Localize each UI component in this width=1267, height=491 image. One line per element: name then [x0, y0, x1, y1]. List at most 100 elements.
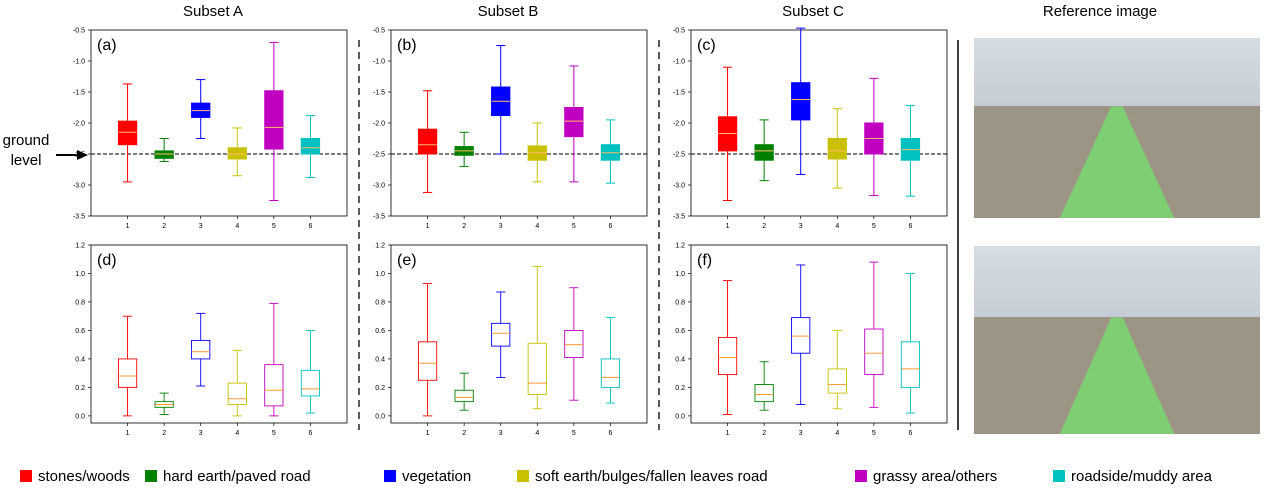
box-body	[754, 144, 774, 161]
x-tick-label: 1	[726, 223, 730, 230]
box-1	[117, 315, 138, 417]
box-5	[564, 65, 584, 183]
box-body	[564, 329, 584, 358]
x-tick-label: 3	[799, 223, 803, 230]
x-tick-label: 6	[908, 223, 912, 230]
y-tick-label: -2.0	[673, 121, 685, 128]
y-tick-label: -0.5	[673, 28, 685, 35]
y-tick-label: 0.4	[75, 356, 85, 363]
y-tick-label: 1.2	[375, 243, 385, 250]
panel-label: (b)	[397, 37, 417, 54]
plot-frame	[690, 244, 948, 424]
x-tick-label: 5	[872, 430, 876, 437]
box-body	[417, 128, 438, 155]
box-body	[227, 147, 247, 160]
y-tick-label: -3.5	[373, 214, 385, 221]
y-tick-label: 0.6	[675, 328, 685, 335]
legend-label: vegetation	[402, 468, 471, 485]
box-5	[264, 302, 284, 417]
legend-swatch	[517, 470, 529, 482]
box-body	[191, 339, 211, 360]
y-tick-label: 0.8	[375, 299, 385, 306]
y-tick-label: 1.0	[75, 271, 85, 278]
y-tick-label: 1.2	[75, 243, 85, 250]
x-tick-label: 5	[572, 430, 576, 437]
box-6	[300, 329, 321, 414]
x-tick-label: 4	[535, 430, 539, 437]
box-3	[491, 291, 511, 378]
box-body	[717, 337, 738, 376]
box-4	[227, 349, 247, 417]
box-3	[191, 312, 211, 387]
x-tick-label: 6	[608, 430, 612, 437]
box-plot-panels: -3.5-3.0-2.5-2.0-1.5-1.0-0.51 2 3 4 5 6(a)-3.…	[73, 28, 948, 437]
y-tick-label: -1.5	[673, 90, 685, 97]
x-tick-label: 4	[535, 223, 539, 230]
y-tick-label: 1.0	[375, 271, 385, 278]
x-tick-label: 4	[235, 223, 239, 230]
box-3	[791, 264, 811, 405]
ground-level-label-line1: ground	[3, 132, 50, 149]
y-tick-label: -2.5	[673, 152, 685, 159]
box-5	[864, 261, 884, 408]
panel-e: 0.0 0.2 0.4 0.6 0.8 1.0 1.2 1 2 3 4 5 6 (e)	[375, 243, 648, 437]
y-tick-label: -0.5	[373, 28, 385, 35]
x-tick-label: 5	[272, 223, 276, 230]
ground-level-label-line2: level	[11, 152, 42, 169]
x-tick-label: 3	[799, 430, 803, 437]
legend-label: soft earth/bulges/fallen leaves road	[535, 468, 768, 485]
x-tick-label: 4	[235, 430, 239, 437]
x-tick-label: 5	[872, 223, 876, 230]
box-body	[564, 107, 584, 138]
box-3	[491, 45, 511, 155]
box-body	[527, 342, 547, 395]
box-4	[827, 108, 847, 189]
box-body	[117, 120, 138, 146]
y-tick-label: 0.2	[375, 385, 385, 392]
box-4	[527, 265, 547, 410]
x-tick-label: 1	[426, 430, 430, 437]
box-body	[417, 341, 438, 381]
box-body	[154, 150, 174, 159]
legend: stones/woods hard earth/paved road vegetat…	[20, 468, 1213, 485]
column-title-reference: Reference image	[1043, 3, 1157, 20]
box-body	[264, 364, 284, 407]
box-2	[454, 131, 474, 167]
y-tick-label: -1.0	[373, 59, 385, 66]
box-3	[191, 79, 211, 139]
y-tick-label: 0.2	[675, 385, 685, 392]
legend-label: roadside/muddy area	[1071, 468, 1213, 485]
panel-f: 0.0 0.2 0.4 0.6 0.8 1.0 1.2 1 2 3 4 5 6 (f)	[675, 243, 948, 437]
box-body	[491, 322, 511, 347]
plot-frame	[390, 29, 648, 217]
box-body	[600, 358, 621, 388]
box-6	[600, 119, 621, 184]
x-tick-label: 2	[162, 223, 166, 230]
box-body	[791, 82, 811, 121]
box-2	[154, 138, 174, 162]
box-body	[827, 138, 847, 160]
box-body	[454, 389, 474, 403]
x-tick-label: 1	[426, 223, 430, 230]
x-tick-label: 2	[762, 430, 766, 437]
panel-label: (f)	[697, 252, 712, 269]
box-2	[754, 361, 774, 411]
box-4	[827, 329, 847, 410]
panel-a: -3.5 -3.0 -2.5 -2.0 -1.5 -1.0 -0.5 1 2 3 4 5 6 (a)	[73, 28, 348, 230]
panel-d: 0.0 0.2 0.4 0.6 0.8 1.0 1.2 1 2 3 4 5 6 (d)	[75, 243, 348, 437]
column-title-c: Subset C	[782, 3, 844, 20]
panel-label: (a)	[97, 37, 117, 54]
box-body	[754, 384, 774, 403]
box-body	[117, 358, 138, 388]
panel-c: -3.5 -3.0 -2.5 -2.0 -1.5 -1.0 -0.5 1 2 3 4 5 6 (c)	[673, 28, 948, 230]
y-tick-label: -1.0	[673, 59, 685, 66]
box-6	[900, 105, 921, 197]
legend-swatch	[145, 470, 157, 482]
x-tick-label: 6	[308, 430, 312, 437]
box-body	[827, 368, 847, 394]
legend-swatch	[20, 470, 32, 482]
box-body	[300, 138, 321, 155]
box-body	[264, 90, 284, 150]
y-tick-label: -2.5	[73, 152, 85, 159]
y-tick-label: 0.0	[75, 413, 85, 420]
